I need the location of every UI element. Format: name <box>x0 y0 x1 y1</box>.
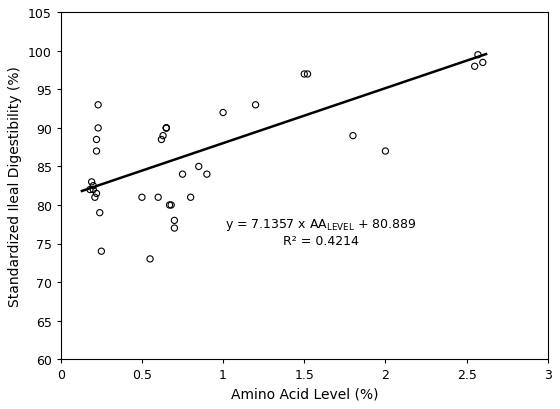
Y-axis label: Standardized Ileal Digestibility (%): Standardized Ileal Digestibility (%) <box>8 66 22 306</box>
Point <box>303 72 312 78</box>
Point <box>86 187 95 193</box>
Point <box>87 179 96 186</box>
Point <box>92 191 101 197</box>
Point <box>300 72 309 78</box>
Point <box>94 102 102 109</box>
Point <box>381 148 390 155</box>
Point <box>165 202 174 209</box>
Point <box>146 256 155 263</box>
Point <box>89 183 98 189</box>
Point <box>473 52 482 59</box>
Point <box>167 202 176 209</box>
Point <box>89 187 98 193</box>
Point <box>194 164 203 170</box>
Point <box>95 210 104 216</box>
Point <box>202 171 211 178</box>
Point <box>92 148 101 155</box>
Point <box>162 125 171 132</box>
Point <box>470 64 479 70</box>
Point <box>94 125 102 132</box>
Point <box>170 225 179 232</box>
Point <box>348 133 357 139</box>
Point <box>162 125 171 132</box>
Point <box>92 137 101 144</box>
Point <box>157 137 166 144</box>
Point <box>170 218 179 224</box>
Point <box>251 102 260 109</box>
Point <box>478 60 487 67</box>
Point <box>97 248 106 255</box>
X-axis label: Amino Acid Level (%): Amino Acid Level (%) <box>231 387 378 401</box>
Point <box>137 195 146 201</box>
Point <box>153 195 162 201</box>
Point <box>162 125 171 132</box>
Text: y = 7.1357 x AA$_{\mathregular{LEVEL}}$ + 80.889
R² = 0.4214: y = 7.1357 x AA$_{\mathregular{LEVEL}}$ … <box>225 217 416 248</box>
Point <box>90 195 99 201</box>
Point <box>186 195 195 201</box>
Point <box>218 110 227 117</box>
Point <box>178 171 187 178</box>
Point <box>158 133 167 139</box>
